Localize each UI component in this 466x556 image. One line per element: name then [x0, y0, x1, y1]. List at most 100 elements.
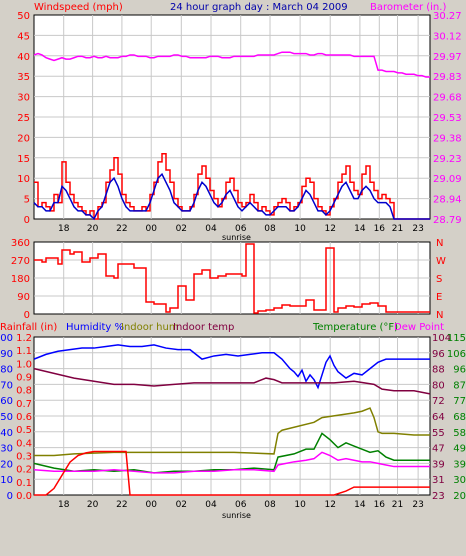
humidity-tick: 60: [0, 396, 13, 407]
sunrise-label-top: sunrise: [222, 233, 251, 242]
rainfall-tick: 0.1: [16, 478, 32, 489]
time-tick: 00: [145, 224, 157, 234]
temperature-tick: 88: [432, 365, 445, 376]
rainfall-tick: 0.7: [16, 399, 32, 410]
rainfall-tick: 1.1: [16, 346, 32, 357]
windspeed-tick: 5: [24, 195, 30, 206]
time-tick: 18: [58, 224, 70, 234]
barometer-tick: 29.68: [433, 93, 462, 104]
humidity-tick: 20: [0, 459, 13, 470]
rainfall-tick: 1.0: [16, 359, 32, 370]
time-tick: 06: [235, 500, 247, 510]
indoor-hum-axis-label: Indoor hum: [121, 322, 179, 333]
temperature-secondary-tick: 96: [453, 365, 466, 376]
temperature-secondary-tick: 68: [453, 412, 466, 423]
degree-tick: 360: [11, 238, 30, 249]
windspeed-tick: 20: [17, 133, 30, 144]
time-tick: 06: [235, 224, 247, 234]
time-tick: 12: [324, 500, 335, 510]
barometer-tick: 29.53: [433, 113, 462, 124]
time-tick: 14: [354, 224, 366, 234]
temperature-secondary-tick: 115: [447, 333, 466, 344]
temperature-secondary-tick: 106: [447, 349, 466, 360]
windspeed-tick-labels: 0 5 10 15 20 25 30 35 40 45 50: [17, 11, 30, 226]
temperature-tick: 23: [432, 491, 445, 502]
windspeed-axis-label: Windspeed (mph): [34, 2, 123, 13]
rainfall-tick: 1.2: [16, 333, 32, 344]
temperature-secondary-tick: 39: [453, 459, 466, 470]
temperature-axis-label: Temperature (°F): [312, 322, 398, 333]
barometer-tick: 28.79: [433, 215, 462, 226]
barometer-tick: 30.27: [433, 11, 462, 22]
wind-direction-series: [34, 243, 430, 314]
sunrise-label-bottom: sunrise: [222, 511, 251, 520]
temperature-secondary-tick: 20: [453, 491, 466, 502]
wind-barometer-grid: [34, 15, 430, 219]
compass-tick: W: [436, 256, 446, 267]
humidity-tick: 70: [0, 380, 13, 391]
dew-point-axis-label: Dew Point: [394, 322, 444, 333]
temperature-tick: 104: [432, 333, 451, 344]
rainfall-tick: 0.9: [16, 373, 32, 384]
time-tick: 21: [392, 224, 403, 234]
time-tick: 02: [176, 224, 187, 234]
windspeed-tick: 15: [17, 154, 30, 165]
humidity-tick: 50: [0, 412, 13, 423]
compass-tick: N: [436, 310, 443, 321]
compass-tick: N: [436, 238, 443, 249]
windspeed-tick: 0: [24, 215, 30, 226]
wind-direction-grid: [34, 242, 430, 314]
indoor-temp-axis-label: Indoor temp: [173, 322, 234, 333]
temperature-secondary-tick: 49: [453, 444, 466, 455]
temperature-secondary-tick: 58: [453, 428, 466, 439]
rainfall-line: [34, 450, 430, 496]
temperature-tick: 47: [432, 444, 445, 455]
rainfall-axis-label: Rainfall (in): [0, 322, 57, 333]
barometer-tick: 29.23: [433, 154, 462, 165]
time-tick: 22: [116, 500, 127, 510]
humidity-axis-label: Humidity %: [66, 322, 124, 333]
temperature-tick: 72: [432, 396, 445, 407]
time-tick: 16: [374, 500, 386, 510]
compass-tick: E: [436, 292, 442, 303]
barometer-tick: 29.97: [433, 52, 462, 63]
time-tick: 23: [412, 224, 423, 234]
rainfall-tick: 0.0: [16, 491, 32, 502]
time-tick: 10: [294, 224, 306, 234]
time-tick: 14: [354, 500, 366, 510]
temperature-tick: 96: [432, 349, 445, 360]
time-tick: 16: [374, 224, 386, 234]
wind-time-tick-labels: 18 20 22 00 02 04 06 08 10 12 14 16 21 23: [58, 224, 424, 234]
degree-tick: 180: [11, 274, 30, 285]
humidity-tick: 10: [0, 475, 13, 486]
temperature-tick: 80: [432, 380, 445, 391]
temperature-tick: 31: [432, 475, 445, 486]
humidity-tick-labels: 0 10 20 30 40 50 60 70 80 90 100: [0, 333, 13, 502]
temperature-secondary-tick: 87: [453, 380, 466, 391]
windspeed-line: [34, 152, 430, 220]
time-tick: 18: [58, 500, 70, 510]
time-tick: 20: [87, 224, 99, 234]
windspeed-tick: 40: [17, 52, 30, 63]
barometer-tick: 29.38: [433, 133, 462, 144]
temperature-secondary-tick-labels: 20 30 39 49 58 68 77 87 96 106 115: [447, 333, 466, 502]
temperature-tick-labels: 23 31 39 47 55 64 72 80 88 96 104: [432, 333, 451, 502]
time-tick: 22: [116, 224, 127, 234]
degree-tick: 90: [17, 292, 30, 303]
degree-tick: 270: [11, 256, 30, 267]
time-tick: 08: [264, 500, 276, 510]
temperature-secondary-tick: 30: [453, 475, 466, 486]
wind-direction-degree-labels: 0 90 180 270 360: [11, 238, 30, 321]
wind-direction-line: [34, 243, 430, 314]
rainfall-tick: 0.5: [16, 425, 32, 436]
temperature-tick: 39: [432, 459, 445, 470]
time-tick: 04: [205, 224, 217, 234]
time-tick: 04: [205, 500, 217, 510]
barometer-tick-labels: 28.79 28.94 29.09 29.23 29.38 29.53 29.68 29.83…: [433, 11, 462, 226]
degree-tick: 0: [24, 310, 30, 321]
time-tick: 12: [324, 224, 335, 234]
humidity-tick: 0: [7, 491, 13, 502]
rainfall-tick: 0.8: [16, 386, 32, 397]
humidity-temperature-grid: [34, 337, 430, 495]
